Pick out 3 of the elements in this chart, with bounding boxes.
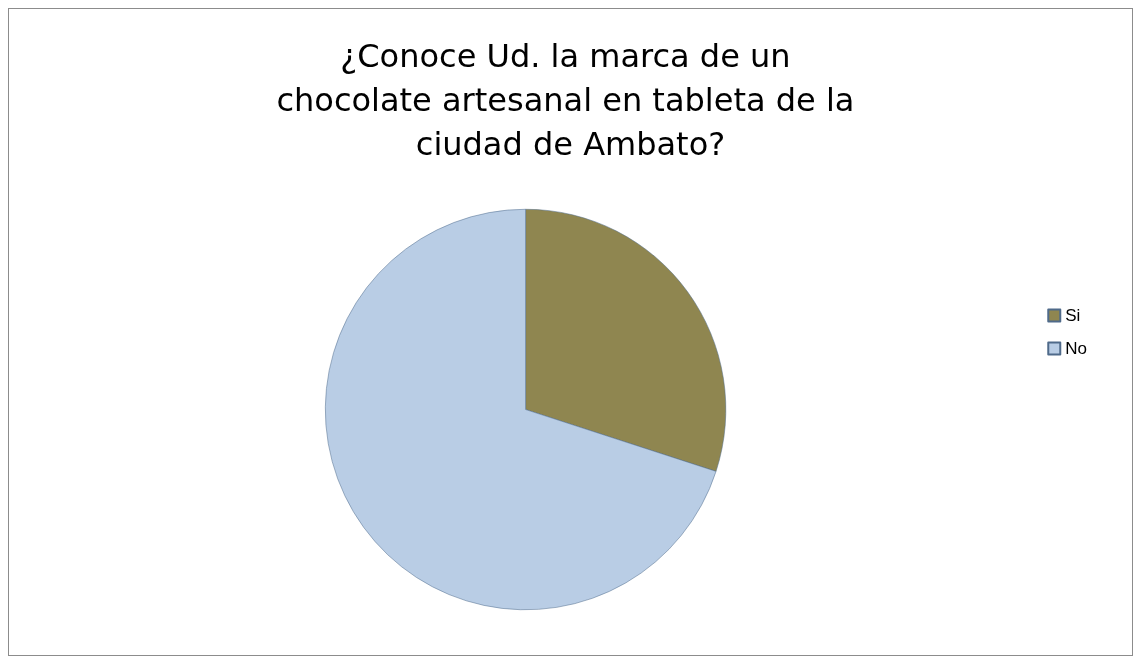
chart-title: ¿Conoce Ud. la marca de un chocolate artesanal en tableta de la ciudad de Ambato? [276, 37, 865, 163]
legend-label: No [1065, 339, 1087, 358]
legend-label: Si [1065, 306, 1081, 325]
